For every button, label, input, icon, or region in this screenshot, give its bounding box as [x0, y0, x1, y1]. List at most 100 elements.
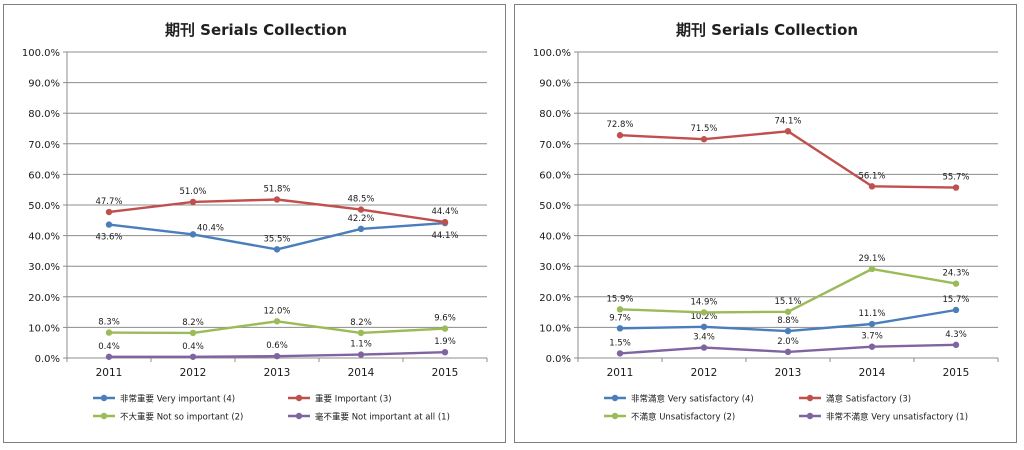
x-tick-label: 2015 [943, 367, 970, 379]
data-label: 51.8% [263, 184, 290, 194]
y-tick-label: 60.0% [28, 170, 60, 181]
data-label: 0.4% [182, 342, 204, 352]
y-tick-label: 30.0% [28, 262, 60, 273]
legend-swatch-marker [295, 412, 303, 420]
data-label: 3.7% [861, 332, 883, 342]
x-tick-label: 2013 [264, 367, 291, 379]
legend-label: 不滿意 Unsatisfactory (2) [631, 412, 735, 423]
y-tick-label: 20.0% [539, 293, 571, 304]
data-label: 9.7% [609, 313, 631, 323]
data-label: 56.1% [858, 171, 885, 181]
y-tick-label: 50.0% [539, 201, 571, 212]
chart-title: 期刊 Serials Collection [676, 21, 858, 39]
data-point [868, 183, 876, 190]
data-label: 8.2% [350, 318, 372, 328]
data-point [784, 308, 792, 315]
data-label: 10.2% [690, 312, 717, 322]
data-label: 11.1% [858, 309, 885, 319]
legend-label: 毫不重要 Not important at all (1) [315, 412, 450, 423]
data-label: 15.7% [942, 295, 969, 305]
y-tick-label: 0.0% [546, 354, 571, 365]
data-point [273, 246, 281, 253]
legend-swatch-marker [100, 394, 108, 402]
legend-label: 重要 Important (3) [315, 394, 392, 405]
y-tick-label: 80.0% [539, 109, 571, 120]
data-label: 14.9% [690, 297, 717, 307]
data-label: 44.1% [431, 231, 458, 241]
y-tick-label: 50.0% [28, 201, 60, 212]
legend-swatch-marker [100, 412, 108, 420]
y-tick-label: 20.0% [28, 293, 60, 304]
data-point [952, 184, 960, 191]
data-point [105, 329, 113, 336]
data-point [616, 350, 624, 357]
data-label: 51.0% [179, 187, 206, 197]
data-label: 8.3% [98, 318, 120, 328]
data-label: 9.6% [434, 314, 456, 324]
data-label: 3.4% [693, 333, 715, 343]
data-point [357, 225, 365, 233]
data-point [105, 221, 113, 228]
data-label: 48.5% [347, 195, 374, 205]
data-point [616, 132, 624, 139]
legend-label: 非常不滿意 Very unsatisfactory (1) [826, 412, 968, 423]
data-label: 1.9% [434, 337, 456, 347]
y-tick-label: 70.0% [28, 140, 60, 151]
data-point [441, 348, 449, 356]
data-label: 74.1% [774, 116, 801, 126]
data-point [357, 351, 365, 358]
x-tick-label: 2011 [96, 367, 123, 379]
legend-label: 非常重要 Very important (4) [120, 394, 235, 405]
data-point [784, 128, 792, 135]
y-tick-label: 0.0% [35, 354, 60, 365]
x-tick-label: 2012 [180, 367, 207, 379]
data-label: 42.2% [347, 214, 374, 224]
data-point [189, 231, 197, 238]
legend-swatch-marker [806, 412, 814, 420]
y-tick-label: 90.0% [539, 79, 571, 90]
y-tick-label: 80.0% [28, 109, 60, 120]
data-point [700, 309, 708, 316]
data-point [189, 198, 197, 206]
x-tick-label: 2011 [607, 367, 634, 379]
data-label: 4.3% [945, 330, 967, 340]
data-point [868, 265, 876, 273]
data-label: 35.5% [263, 234, 290, 244]
y-tick-label: 90.0% [28, 79, 60, 90]
data-label: 29.1% [858, 254, 885, 264]
data-label: 43.6% [95, 233, 122, 243]
y-tick-label: 30.0% [539, 262, 571, 273]
legend-label: 不大重要 Not so important (2) [120, 412, 243, 423]
y-tick-label: 10.0% [28, 323, 60, 334]
data-label: 8.2% [182, 318, 204, 328]
data-point [784, 348, 792, 356]
x-tick-label: 2013 [775, 367, 802, 379]
data-point [952, 306, 960, 314]
data-point [189, 353, 197, 360]
line-chart: 期刊 Serials Collection 0.0% 10.0% 20.0% 30.0%… [514, 4, 1017, 443]
data-point [273, 352, 281, 360]
y-tick-label: 100.0% [533, 48, 571, 59]
legend-swatch-marker [611, 412, 619, 420]
data-point [868, 320, 876, 328]
data-point [273, 196, 281, 203]
data-label: 1.5% [609, 338, 631, 348]
data-label: 8.8% [777, 316, 799, 326]
chart-title: 期刊 Serials Collection [165, 21, 347, 39]
y-tick-label: 40.0% [28, 232, 60, 243]
data-point [700, 344, 708, 351]
legend-swatch-marker [611, 394, 619, 402]
data-label: 15.1% [774, 297, 801, 307]
data-point [441, 325, 449, 332]
data-label: 1.1% [350, 340, 372, 350]
x-tick-label: 2015 [432, 367, 459, 379]
data-point [357, 206, 365, 213]
line-chart: 期刊 Serials Collection 0.0% 10.0% 20.0% 30.0%… [3, 4, 506, 443]
data-point [616, 325, 624, 332]
data-point [273, 318, 281, 325]
data-label: 40.4% [197, 223, 224, 233]
data-label: 71.5% [690, 124, 717, 134]
x-tick-label: 2012 [691, 367, 718, 379]
data-point [700, 136, 708, 143]
data-point [784, 327, 792, 335]
